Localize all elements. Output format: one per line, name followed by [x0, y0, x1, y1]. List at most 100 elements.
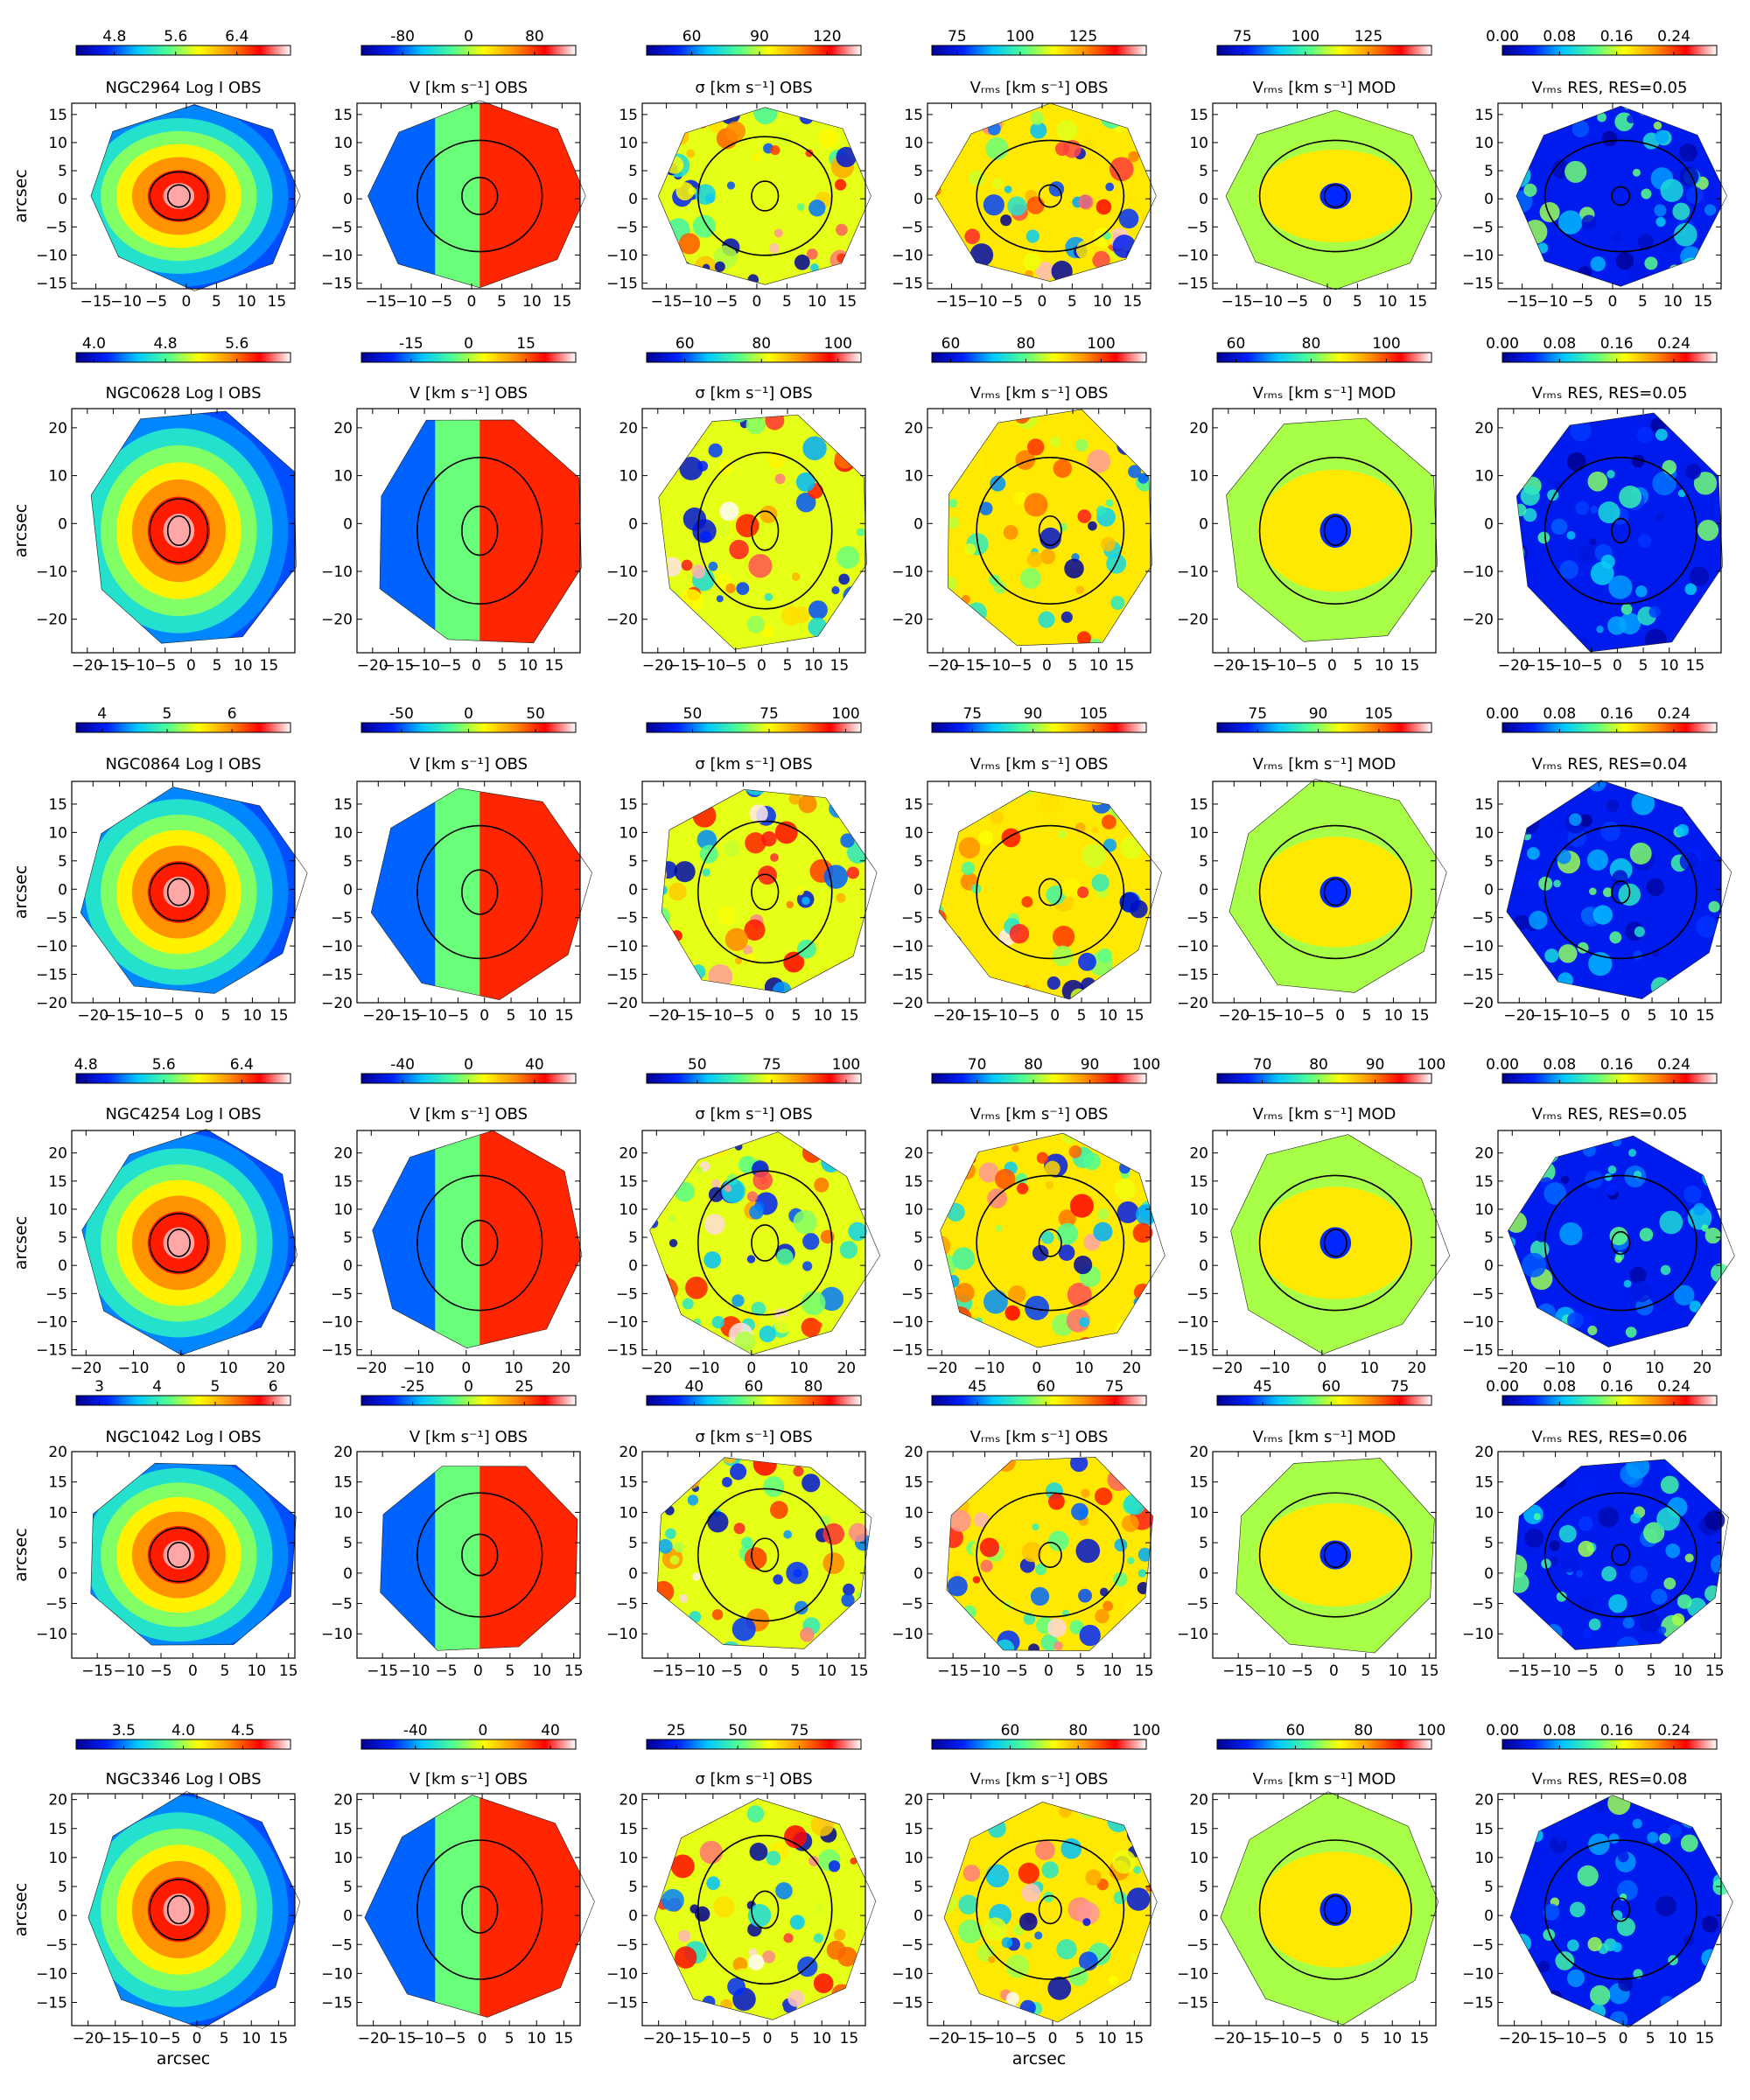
x-tick-label: 10: [532, 1662, 551, 1680]
panel-title: Vᵣₘₛ [km s⁻¹] OBS: [970, 1770, 1109, 1788]
colorbar-tick-label: 100: [1418, 1722, 1446, 1740]
map-image: [372, 1130, 580, 1348]
colorbar-tick-label: 75: [790, 1722, 809, 1740]
map-image: [380, 419, 580, 643]
y-tick-label: −15: [36, 1342, 67, 1360]
colorbar-tick-label: 5: [163, 705, 172, 723]
y-tick-label: 0: [58, 1565, 67, 1583]
axes-frame: [641, 1451, 866, 1659]
x-tick-label: 5: [497, 293, 507, 311]
y-tick-label: 0: [628, 1565, 638, 1583]
x-tick-label: 15: [260, 657, 279, 675]
y-tick-label: −15: [321, 1342, 353, 1360]
y-tick-label: −10: [1177, 564, 1208, 581]
x-tick-label: −15: [1526, 2030, 1558, 2048]
colorbar-tick-label: 4.8: [102, 28, 126, 46]
contour-line: [751, 180, 780, 212]
y-tick-label: −10: [892, 1965, 923, 1983]
y-tick-label: 10: [904, 1850, 923, 1867]
y-tick-label: 20: [1474, 420, 1494, 438]
contour-line: [1544, 1492, 1698, 1618]
colorbar-tick-label: 50: [688, 1056, 707, 1074]
y-tick-label: 5: [343, 1879, 353, 1896]
colorbar-tick-label: 0.24: [1657, 335, 1690, 353]
map-footprint: [90, 410, 297, 644]
colorbar-tick-label: 100: [1132, 1056, 1160, 1074]
axes-frame: [71, 1451, 296, 1659]
colorbar-tick-label: 75: [1390, 1378, 1410, 1396]
map-image: [1230, 1134, 1436, 1354]
x-tick-label: −5: [729, 2030, 751, 2048]
colorbar-tick-label: 5: [211, 1378, 220, 1396]
x-tick-label: 20: [1692, 1360, 1712, 1377]
y-tick-label: −5: [1186, 1936, 1208, 1954]
contour-line: [149, 1879, 209, 1941]
y-tick-label: 0: [1199, 515, 1208, 533]
axes-frame: [356, 102, 581, 290]
y-tick-label: −5: [46, 219, 67, 236]
contour-line: [1038, 184, 1062, 208]
y-tick-label: 5: [58, 1229, 67, 1247]
axes-frame: [356, 1130, 581, 1356]
x-tick-label: −15: [1507, 293, 1538, 311]
colorbar-tick-label: 80: [1354, 1722, 1373, 1740]
y-tick-label: 15: [1474, 1474, 1494, 1492]
map-image: [364, 1795, 580, 2018]
x-tick-label: 10: [243, 1007, 262, 1025]
x-tick-label: −20: [70, 1360, 102, 1377]
y-tick-label: 15: [48, 1474, 67, 1492]
panel-title: Vᵣₘₛ [km s⁻¹] MOD: [1253, 1105, 1396, 1124]
x-tick-label: −10: [689, 1360, 720, 1377]
x-tick-label: 20: [836, 1360, 856, 1377]
x-tick-label: 5: [213, 657, 222, 675]
y-axis-label: arcsec: [11, 1216, 31, 1270]
x-tick-label: −10: [1259, 1360, 1291, 1377]
x-tick-label: 10: [1663, 293, 1683, 311]
x-tick-label: 20: [266, 1360, 285, 1377]
colorbar-tick-label: 6.4: [225, 28, 248, 46]
y-tick-label: 0: [1199, 881, 1208, 899]
contour-line: [166, 878, 191, 906]
colorbar-tick-label: 75: [760, 705, 779, 723]
x-tick-label: −15: [366, 293, 397, 311]
colorbar-tick-label: 60: [745, 1378, 764, 1396]
axes-frame: [1497, 780, 1722, 1004]
colorbar-tick-label: 60: [676, 335, 695, 353]
contour-line: [976, 824, 1125, 960]
x-tick-label: 0: [1619, 2030, 1628, 2048]
y-tick-label: 20: [48, 1145, 67, 1163]
y-axis-label: arcsec: [11, 1528, 31, 1582]
colorbar: [1502, 1395, 1718, 1406]
x-tick-label: 15: [1705, 1662, 1725, 1680]
x-tick-label: −10: [127, 2030, 158, 2048]
x-tick-label: −10: [130, 1007, 162, 1025]
x-tick-label: −5: [1018, 1007, 1040, 1025]
contour-line: [696, 452, 833, 610]
x-tick-label: 5: [1361, 1662, 1370, 1680]
y-tick-label: 10: [1189, 135, 1208, 152]
y-tick-label: −5: [331, 910, 353, 928]
x-tick-label: −5: [158, 2030, 180, 2048]
y-tick-label: −15: [892, 1342, 923, 1360]
x-tick-label: 0: [194, 1007, 204, 1025]
y-tick-label: −10: [892, 247, 923, 264]
colorbar-tick-label: -50: [389, 705, 414, 723]
y-tick-label: 10: [48, 135, 67, 152]
colorbar-tick-label: 25: [667, 1722, 686, 1740]
x-tick-label: −5: [435, 1662, 457, 1680]
axes-frame: [1497, 408, 1722, 654]
x-tick-label: −15: [367, 1662, 398, 1680]
x-tick-label: 5: [1646, 2030, 1656, 2048]
colorbar-tick-label: 75: [948, 28, 967, 46]
contour-line: [1038, 1542, 1062, 1568]
x-tick-label: 10: [1660, 657, 1679, 675]
x-tick-label: 10: [522, 293, 542, 311]
x-tick-label: −20: [357, 657, 388, 675]
x-tick-label: 10: [1378, 293, 1397, 311]
colorbar-tick-label: 6.4: [230, 1056, 254, 1074]
panel-row-ngc4254: 4.8 5.6 6.4 NGC4254 Log I OBS −20 −10 0 10 20 20 1…: [11, 1056, 1735, 1377]
axes-frame: [641, 1793, 866, 2026]
map-footprint: [658, 414, 867, 650]
